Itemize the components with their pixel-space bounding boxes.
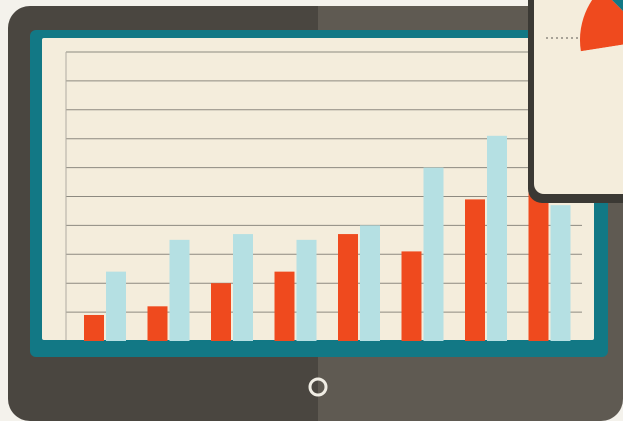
bar-series-2-2 (169, 239, 190, 341)
bar-series-2-3 (233, 234, 253, 341)
bar-series-1-2 (147, 306, 168, 341)
bar-series-1-8 (528, 190, 549, 341)
bar-series-2-8 (550, 205, 571, 341)
pie-slice-3 (580, 44, 623, 106)
bar-series-2-5 (360, 225, 380, 341)
chart-bars (84, 135, 571, 341)
bar-series-1-3 (211, 283, 231, 341)
bar-series-1-6 (401, 251, 422, 341)
pie-slice-1 (580, 0, 623, 52)
bar-series-1-1 (84, 314, 104, 341)
pie-slice-2 (611, 0, 623, 12)
bar-series-2-4 (296, 239, 317, 341)
pie-chart-card (528, 0, 623, 203)
bar-series-2-7 (487, 135, 507, 341)
home-button-icon[interactable] (308, 377, 328, 397)
bar-series-1-7 (465, 199, 485, 341)
bar-series-1-5 (338, 234, 358, 341)
bar-chart (65, 51, 582, 341)
bar-series-2-6 (423, 167, 444, 341)
pie-chart (580, 0, 623, 106)
bar-series-2-1 (106, 271, 126, 341)
bar-series-1-4 (274, 271, 295, 341)
